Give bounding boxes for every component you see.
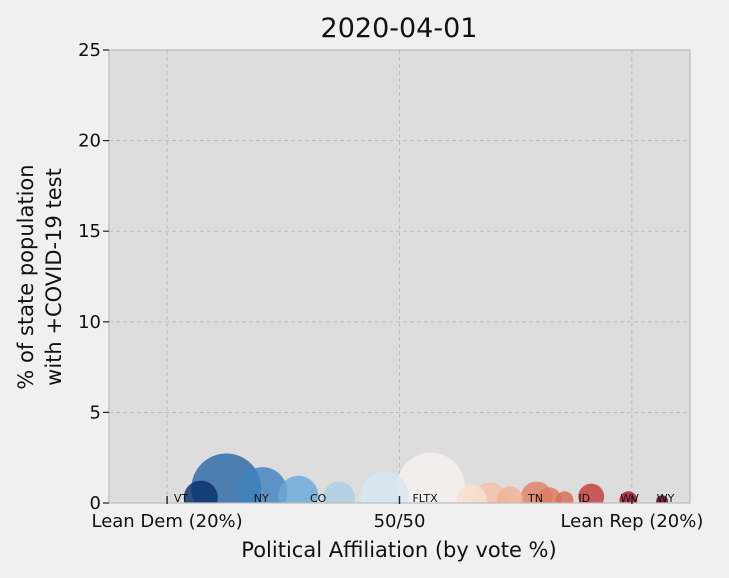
state-label: WY [657, 492, 675, 505]
state-labels: VT NY CO FLTX TN ID WV WY [174, 492, 675, 505]
state-label: WV [620, 492, 639, 505]
axis-ticks: 0 5 10 15 20 25 Lean Dem (20%) 50/50 Lean Rep (2… [78, 40, 703, 532]
x-tick-label: Lean Dem (20%) [91, 511, 242, 532]
state-bubble [278, 475, 319, 503]
y-tick-label: 20 [78, 131, 101, 152]
x-tick-label: 50/50 [374, 511, 426, 532]
state-bubble [496, 486, 523, 503]
state-bubble [396, 452, 465, 503]
y-tick-label: 25 [78, 40, 101, 61]
y-tick-label: 5 [90, 402, 101, 423]
state-label: ID [578, 492, 590, 505]
x-axis-label: Political Affiliation (by vote %) [241, 538, 556, 562]
state-bubble [183, 480, 218, 503]
state-bubble [323, 481, 356, 503]
state-bubble [537, 487, 562, 503]
y-axis-label-line-1: % of state population [14, 164, 38, 389]
chart-title: 2020-04-01 [321, 13, 478, 44]
state-label: VT [174, 492, 189, 505]
state-bubble [237, 467, 288, 503]
data-points [183, 452, 669, 503]
y-tick-label: 10 [78, 312, 101, 333]
state-bubble [555, 491, 574, 503]
state-bubble [360, 471, 409, 503]
state-label: TN [527, 492, 543, 505]
y-axis-label-line-2: with +COVID-19 test [42, 168, 66, 386]
state-label: CO [310, 492, 327, 505]
x-tick-label: Lean Rep (20%) [560, 511, 703, 532]
y-tick-label: 0 [90, 493, 101, 514]
state-bubble [656, 495, 669, 503]
y-tick-label: 15 [78, 221, 101, 242]
grid [109, 50, 690, 503]
state-bubble [456, 484, 487, 503]
state-bubble [619, 491, 638, 503]
state-label: FLTX [412, 492, 438, 505]
state-bubble [578, 483, 605, 503]
state-label: NY [254, 492, 269, 505]
